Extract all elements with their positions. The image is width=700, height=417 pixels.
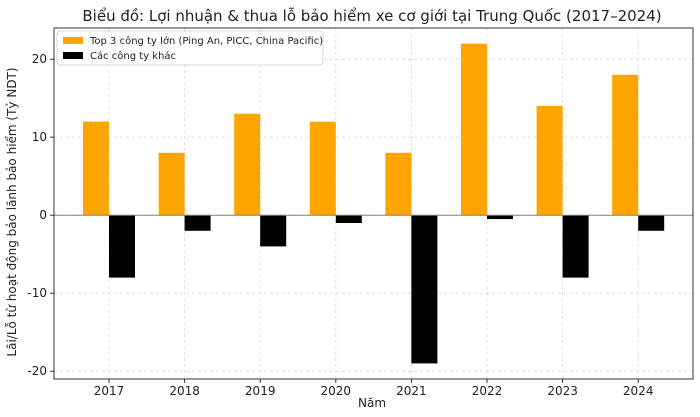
bar-others: [638, 215, 665, 231]
bar-top3: [461, 43, 487, 216]
bar-top3: [536, 106, 563, 216]
x-tick-label: 2021: [396, 384, 427, 398]
x-tick-label: 2023: [547, 384, 578, 398]
bars: [83, 43, 665, 364]
bar-top3: [612, 74, 639, 216]
x-tick-label: 2017: [94, 384, 125, 398]
x-tick-label: 2024: [623, 384, 654, 398]
grid-lines: [54, 28, 693, 379]
y-tick-label: -20: [27, 364, 47, 378]
bar-top3: [309, 121, 336, 216]
x-tick-label: 2019: [245, 384, 276, 398]
legend-label-top3: Top 3 công ty lớn (Ping An, PICC, China …: [89, 35, 323, 47]
x-tick-label: 2022: [472, 384, 503, 398]
x-tick-label: 2020: [321, 384, 352, 398]
bar-top3: [83, 121, 109, 216]
bar-top3: [234, 113, 261, 216]
bar-others: [335, 215, 362, 223]
bar-others: [411, 215, 438, 364]
bar-top3: [158, 152, 185, 216]
x-axis-label: Năm: [358, 396, 386, 410]
bar-others: [562, 215, 589, 278]
x-tick-label: 2018: [169, 384, 200, 398]
legend: Top 3 công ty lớn (Ping An, PICC, China …: [56, 30, 324, 66]
legend-swatch-others: [63, 52, 83, 59]
legend-box: [56, 30, 324, 66]
y-tick-label: 0: [39, 208, 47, 222]
y-tick-label: -10: [27, 286, 47, 300]
legend-label-others: Các công ty khác: [90, 50, 176, 62]
y-axis-label: Lãi/Lỗ từ hoạt động bảo lãnh bảo hiểm (T…: [5, 67, 19, 356]
axes: -20 -10 0 10 20 2017 2018 2019 2020 2021 2022 2023 2…: [27, 27, 694, 398]
bar-top3: [385, 152, 412, 216]
bar-others: [260, 215, 287, 247]
y-tick-label: 20: [32, 52, 47, 66]
bar-others: [184, 215, 211, 231]
y-tick-label: 10: [32, 130, 47, 144]
bar-others: [487, 215, 513, 220]
legend-swatch-top3: [63, 37, 83, 44]
plot-frame: [53, 27, 694, 380]
bar-others: [109, 215, 135, 278]
chart-title: Biểu đồ: Lợi nhuận & thua lỗ bảo hiểm xe…: [82, 7, 661, 25]
